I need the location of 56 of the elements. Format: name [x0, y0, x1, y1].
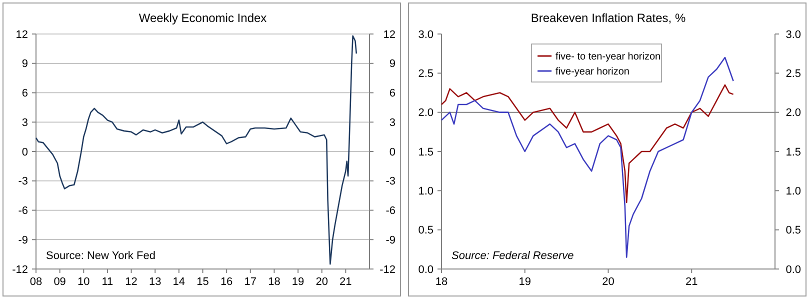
x-tick-label: 16	[220, 276, 233, 288]
y-tick-label: -3	[18, 176, 28, 188]
x-tick-label: 18	[435, 276, 448, 288]
y2-tick-label: 0.0	[786, 264, 801, 276]
y2-tick-label: 3.0	[786, 28, 801, 41]
x-tick-label: 17	[244, 276, 257, 288]
x-tick-label: 11	[102, 276, 114, 288]
y-tick-label: 0.5	[418, 224, 434, 237]
y-tick-label: 1.5	[418, 146, 434, 158]
y2-tick-label: -12	[380, 264, 396, 276]
legend-label: five- to ten-year horizon	[556, 52, 661, 62]
y-tick-label: -6	[18, 205, 28, 218]
x-tick-label: 20	[602, 276, 614, 288]
x-tick-label: 15	[196, 276, 209, 288]
x-tick-label: 18	[268, 276, 280, 288]
y2-tick-label: 1.0	[786, 186, 801, 198]
annotation: Source: Federal Reserve	[452, 250, 574, 262]
y2-tick-label: 2.5	[786, 68, 801, 80]
y2-tick-label: 3	[389, 116, 396, 129]
x-tick-label: 13	[148, 276, 162, 288]
y2-tick-label: 9	[389, 58, 396, 70]
y-tick-label: -9	[18, 234, 28, 246]
y-tick-label: 3	[22, 116, 28, 129]
y2-tick-label: 0.5	[786, 224, 801, 237]
chart-title: Weekly Economic Index	[138, 11, 267, 25]
y-tick-label: 1.0	[418, 186, 434, 198]
y-tick-label: 0	[22, 146, 28, 158]
y2-tick-label: 12	[383, 28, 396, 41]
y-tick-label: 6	[22, 88, 28, 100]
y-tick-label: 0.0	[418, 264, 434, 276]
x-tick-label: 21	[686, 276, 698, 288]
legend-label: five-year horizon	[556, 66, 630, 78]
y2-tick-label: 6	[389, 88, 396, 100]
y-tick-label: 2.5	[418, 68, 434, 80]
x-tick-label: 19	[292, 276, 304, 288]
x-tick-label: 12	[125, 276, 138, 288]
y2-tick-label: -6	[386, 205, 396, 218]
y-tick-label: -12	[12, 264, 28, 276]
chart-title: Breakeven Inflation Rates, %	[530, 11, 686, 25]
y2-tick-label: -3	[386, 176, 396, 188]
x-tick-label: 14	[172, 276, 186, 288]
annotation: Source: New York Fed	[46, 250, 156, 262]
x-tick-label: 10	[78, 276, 90, 288]
x-tick-label: 21	[340, 276, 352, 288]
y2-tick-label: 1.5	[786, 146, 801, 158]
x-tick-label: 08	[30, 276, 42, 288]
y2-tick-label: -9	[386, 234, 396, 246]
y2-tick-label: 2.0	[786, 107, 801, 120]
x-tick-label: 19	[518, 276, 531, 288]
x-tick-label: 09	[54, 276, 66, 288]
x-tick-label: 20	[316, 276, 328, 288]
y-tick-label: 9	[22, 58, 28, 70]
y-tick-label: 2.0	[418, 107, 434, 120]
y-tick-label: 3.0	[418, 28, 434, 41]
y-tick-label: 12	[16, 28, 28, 41]
y2-tick-label: 0	[389, 146, 396, 158]
